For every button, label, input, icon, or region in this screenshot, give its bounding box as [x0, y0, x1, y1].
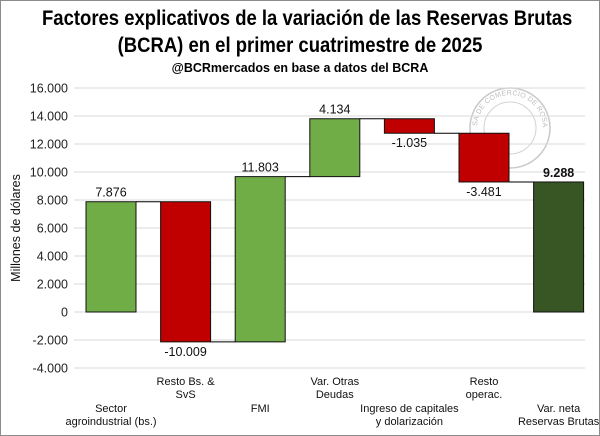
y-tick-label: 16.000: [30, 82, 68, 96]
y-tick-label: 6.000: [37, 222, 68, 236]
data-label: -3.481: [466, 185, 501, 199]
bar-decrease: [458, 132, 510, 183]
category-label: FMI: [251, 403, 270, 415]
chart-title: Factores explicativos de la variación de…: [42, 5, 573, 59]
y-axis-label: Millones de dólares: [9, 174, 23, 282]
y-tick-label: 2.000: [37, 278, 68, 292]
y-tick-label: 14.000: [30, 110, 68, 124]
y-tick-label: 10.000: [30, 166, 68, 180]
chart-subtitle: @BCRmercados en base a datos del BCRA: [171, 61, 429, 75]
bar-increase: [309, 118, 361, 178]
data-label: -10.009: [164, 345, 206, 359]
y-tick-label: -4.000: [33, 362, 68, 376]
watermark-text: BOLSA DE COMERCIO DE ROSARIO: [0, 0, 548, 128]
y-tick-label: 4.000: [37, 250, 68, 264]
y-tick-label: 12.000: [30, 138, 68, 152]
chart-title-line-1: Factores explicativos de la variación de…: [42, 6, 573, 30]
data-label: -1.035: [392, 136, 427, 150]
bars: [85, 118, 585, 343]
bar-decrease: [383, 118, 435, 134]
category-label: Var. Otras Deudas: [310, 376, 359, 401]
category-label: Sector agroindustrial (bs.): [65, 403, 156, 428]
chart-title-line-2: (BCRA) en el primer cuatrimestre de 2025: [117, 33, 483, 57]
watermark-ring: [483, 101, 537, 155]
data-label: 11.803: [242, 161, 279, 175]
category-label: Ingreso de capitales y dolarización: [360, 403, 459, 428]
data-label: 7.876: [95, 186, 126, 200]
data-labels: 7.876 -10.009 11.803 4.134 -1.035 -3.481 9.288: [95, 103, 574, 359]
x-axis-categories: Sector agroindustrial (bs.)Resto Bs. & SvS…: [65, 376, 599, 428]
category-label: Resto operac.: [466, 376, 503, 401]
bar-decrease: [160, 201, 212, 343]
bar-increase: [85, 201, 137, 313]
category-label: Var. neta Reservas Brutas: [518, 403, 600, 428]
connectors: [136, 118, 534, 343]
bar-increase: [234, 176, 286, 343]
data-label: 9.288: [543, 166, 574, 180]
data-label: 4.134: [319, 103, 350, 117]
y-tick-label: -2.000: [33, 334, 68, 348]
y-axis-ticks: -4.000 -2.000 0 2.000 4.000 6.000 8.000 10.000 1…: [30, 82, 68, 376]
y-tick-label: 8.000: [37, 194, 68, 208]
y-tick-label: 0: [61, 306, 68, 320]
bar-total: [533, 181, 585, 313]
category-label: Resto Bs. & SvS: [157, 376, 216, 401]
